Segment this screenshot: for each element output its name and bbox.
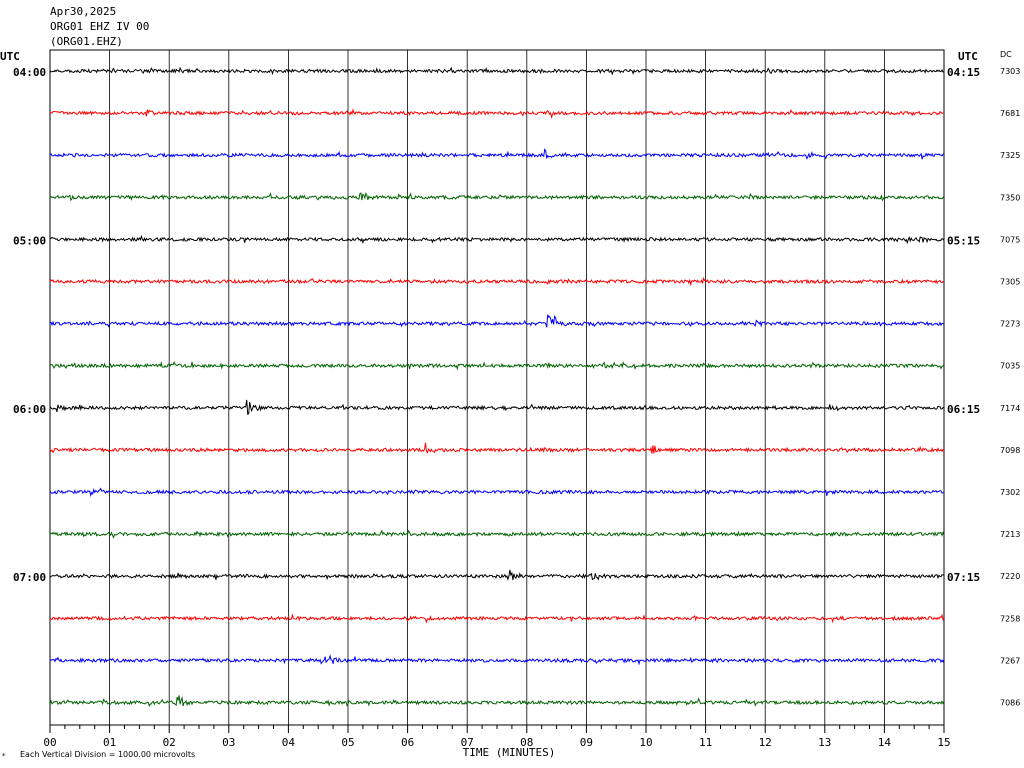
- trace-line: [49, 442, 945, 454]
- x-tick-label: 00: [43, 736, 56, 749]
- trace-line: [49, 148, 945, 160]
- dc-value: 7174: [1000, 404, 1020, 413]
- trace-line: [49, 191, 945, 202]
- trace-line: [49, 399, 945, 415]
- dc-value: 7258: [1000, 614, 1020, 623]
- corner-mark: *: [2, 752, 6, 760]
- trace-line: [50, 314, 945, 328]
- utc-right-label: UTC: [958, 50, 978, 63]
- trace-line: [49, 66, 945, 76]
- x-tick-label: 02: [163, 736, 176, 749]
- x-tick-label: 07: [461, 736, 474, 749]
- hour-label-left: 06:00: [13, 403, 46, 416]
- trace-line: [49, 654, 945, 666]
- dc-value: 7086: [1000, 699, 1020, 708]
- station-label: ORG01 EHZ IV 00: [50, 20, 150, 33]
- dc-heading: DC: [1000, 50, 1012, 59]
- x-tick-label: 08: [520, 736, 533, 749]
- hour-label-left: 05:00: [13, 234, 46, 247]
- trace-line: [49, 360, 945, 371]
- dc-value: 7273: [1000, 320, 1020, 329]
- x-axis-label: TIME (MINUTES): [463, 746, 556, 759]
- dc-value: 7035: [1000, 362, 1020, 371]
- x-tick-label: 11: [699, 736, 712, 749]
- trace-line: [49, 695, 945, 708]
- dc-value: 7098: [1000, 446, 1020, 455]
- dc-value: 7267: [1000, 656, 1020, 665]
- x-tick-label: 06: [401, 736, 414, 749]
- x-tick-label: 03: [222, 736, 235, 749]
- trace-line: [49, 276, 945, 287]
- x-tick-label: 12: [759, 736, 772, 749]
- dc-value: 7303: [1000, 67, 1020, 76]
- dc-value: 7681: [1000, 109, 1020, 118]
- dc-value: 7350: [1000, 193, 1020, 202]
- hour-label-right: 05:15: [947, 234, 980, 247]
- dc-value: 7302: [1000, 488, 1020, 497]
- trace-line: [49, 569, 945, 581]
- dc-value: 7213: [1000, 530, 1020, 539]
- trace-line: [49, 108, 944, 120]
- x-tick-label: 01: [103, 736, 116, 749]
- scale-footnote: Each Vertical Division = 1000.00 microvo…: [20, 750, 196, 759]
- utc-left-label: UTC: [0, 50, 20, 63]
- x-tick-label: 05: [341, 736, 354, 749]
- trace-line: [49, 529, 945, 539]
- dc-value: 7220: [1000, 572, 1020, 581]
- x-tick-label: 04: [282, 736, 296, 749]
- dc-value: 7075: [1000, 235, 1020, 244]
- hour-label-right: 07:15: [947, 571, 980, 584]
- x-tick-label: 13: [818, 736, 831, 749]
- hour-label-left: 07:00: [13, 571, 46, 584]
- date-label: Apr30,2025: [50, 5, 117, 18]
- dc-value: 7325: [1000, 151, 1020, 160]
- hour-label-right: 06:15: [947, 403, 980, 416]
- trace-line: [49, 234, 945, 245]
- x-tick-label: 10: [639, 736, 652, 749]
- dc-value: 7305: [1000, 278, 1020, 287]
- plot-frame: [49, 49, 945, 726]
- hour-label-right: 04:15: [947, 66, 980, 79]
- x-tick-label: 14: [878, 736, 892, 749]
- x-tick-label: 09: [580, 736, 593, 749]
- channel-label: (ORG01.EHZ): [50, 35, 123, 48]
- trace-line: [49, 487, 945, 498]
- hour-label-left: 04:00: [13, 66, 46, 79]
- trace-line: [49, 613, 945, 624]
- x-tick-label: 15: [937, 736, 950, 749]
